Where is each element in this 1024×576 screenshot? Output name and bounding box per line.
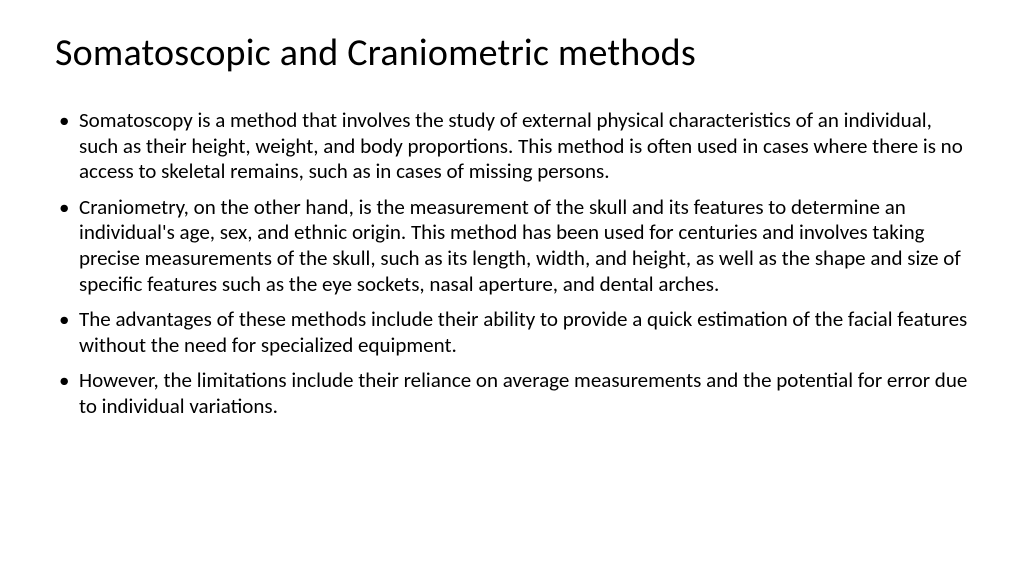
- slide: Somatoscopic and Craniometric methods So…: [0, 0, 1024, 576]
- slide-title: Somatoscopic and Craniometric methods: [55, 30, 969, 76]
- bullet-item: Somatoscopy is a method that involves th…: [55, 108, 969, 185]
- bullet-item: The advantages of these methods include …: [55, 307, 969, 358]
- bullet-list: Somatoscopy is a method that involves th…: [55, 108, 969, 420]
- bullet-item: Craniometry, on the other hand, is the m…: [55, 195, 969, 297]
- bullet-item: However, the limitations include their r…: [55, 368, 969, 419]
